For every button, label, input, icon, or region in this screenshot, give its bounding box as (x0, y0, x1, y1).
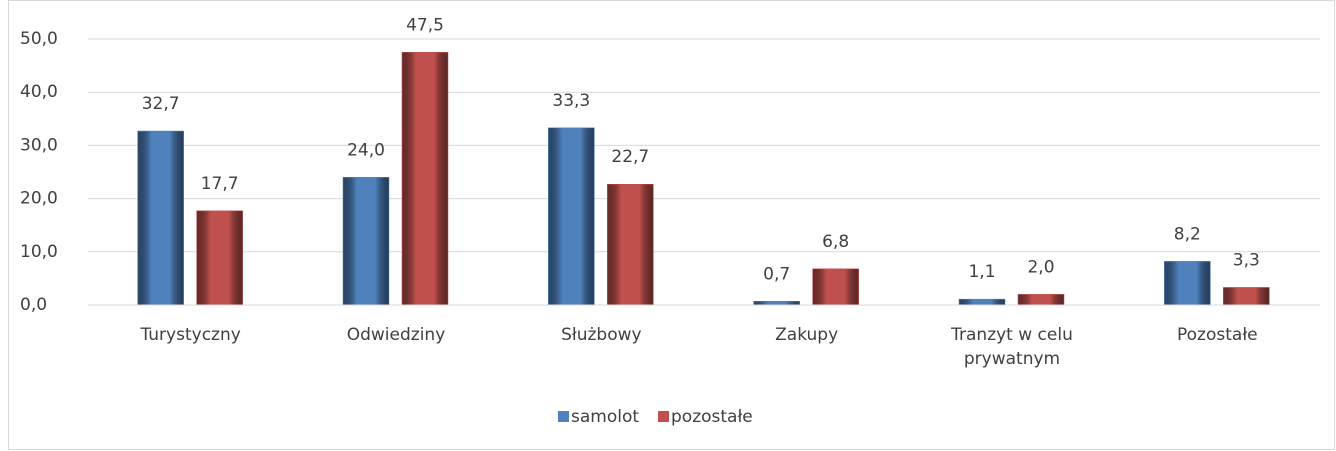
data-label: 6,8 (822, 232, 849, 252)
y-tick-label: 0,0 (20, 295, 47, 315)
data-label: 1,1 (968, 262, 995, 282)
legend-swatch (558, 411, 569, 422)
bar-shade (342, 177, 390, 306)
data-label: 24,0 (347, 140, 385, 160)
bar-shade (137, 130, 184, 306)
data-label: 3,3 (1233, 250, 1260, 270)
data-label: 17,7 (201, 174, 239, 194)
data-label: 33,3 (552, 91, 590, 111)
bar-shade (196, 210, 243, 306)
bar-shade (1164, 261, 1211, 306)
bar-shade (1017, 294, 1065, 306)
x-tick-label: Służbowy (561, 325, 642, 345)
data-label: 8,2 (1174, 224, 1201, 244)
data-label: 2,0 (1027, 257, 1054, 277)
x-tick-label: Pozostałe (1177, 325, 1258, 345)
bar-shade (812, 268, 859, 306)
bar-shade (1223, 287, 1270, 306)
y-tick-label: 50,0 (20, 29, 58, 49)
data-label: 22,7 (611, 147, 649, 167)
y-tick-label: 20,0 (20, 189, 58, 209)
bar-shade (753, 301, 800, 306)
y-tick-label: 40,0 (20, 82, 58, 102)
bar-shade (401, 52, 449, 306)
x-tick-label: Zakupy (775, 325, 839, 345)
y-tick-label: 30,0 (20, 135, 58, 155)
x-tick-label: Turystyczny (140, 325, 241, 345)
bar-shade (607, 183, 654, 306)
legend-swatch (658, 411, 669, 422)
legend-label: pozostałe (671, 407, 753, 427)
y-tick-label: 10,0 (20, 242, 58, 262)
bar-shade (548, 127, 595, 306)
data-label: 32,7 (142, 94, 180, 114)
data-label: 0,7 (763, 264, 790, 284)
x-tick-label: Odwiedziny (346, 325, 446, 345)
data-label: 47,5 (406, 15, 444, 35)
bar-shade (958, 298, 1006, 306)
chart-border (8, 0, 1335, 450)
legend-label: samolot (571, 407, 639, 427)
x-tick-label: Tranzyt w celu prywatnym (951, 325, 1073, 369)
